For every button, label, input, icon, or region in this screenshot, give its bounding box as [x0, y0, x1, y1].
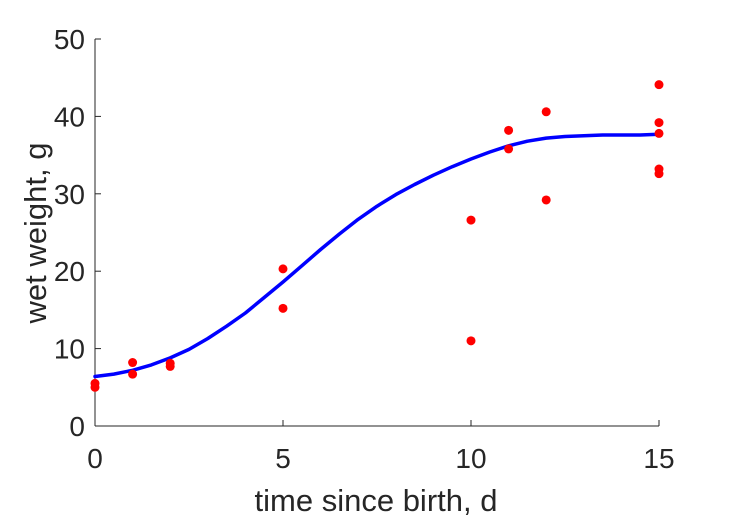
- data-point: [654, 118, 664, 128]
- data-point: [541, 107, 551, 117]
- fit-curve-layer: [93, 132, 661, 379]
- y-axis-label: wet weight, g: [18, 143, 53, 325]
- data-point: [654, 169, 664, 179]
- data-point: [654, 80, 664, 90]
- y-tick-label: 20: [54, 256, 85, 287]
- data-point: [278, 264, 288, 274]
- data-point: [504, 125, 514, 135]
- x-tick-label: 0: [87, 443, 103, 474]
- data-point: [466, 336, 476, 346]
- x-tick-label: 5: [275, 443, 291, 474]
- fit-curve-line: [93, 132, 661, 379]
- data-point: [128, 369, 138, 379]
- data-point: [90, 378, 100, 388]
- y-tick-label: 40: [54, 101, 85, 132]
- x-tick-label: 15: [643, 443, 674, 474]
- data-point: [278, 303, 288, 313]
- data-point: [654, 128, 664, 138]
- data-point: [466, 215, 476, 225]
- labels-layer: time since birth, d wet weight, g: [18, 143, 497, 518]
- x-axis-label: time since birth, d: [255, 483, 498, 518]
- x-tick-label: 10: [455, 443, 486, 474]
- axes: 0 5 10 15 0 10 20 30 40 50: [54, 24, 675, 474]
- data-point: [128, 358, 138, 368]
- data-point: [541, 195, 551, 205]
- data-point: [165, 358, 175, 368]
- y-tick-label: 30: [54, 179, 85, 210]
- y-tick-label: 10: [54, 334, 85, 365]
- data-point: [504, 144, 514, 154]
- data-points-layer: [90, 80, 664, 392]
- y-tick-label: 50: [54, 24, 85, 55]
- y-tick-label: 0: [69, 411, 85, 442]
